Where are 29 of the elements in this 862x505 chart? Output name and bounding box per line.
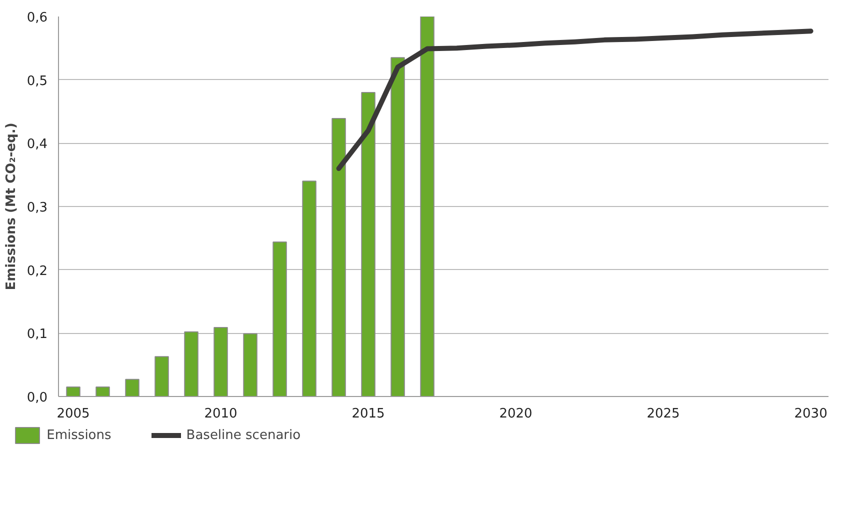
x-tick-label: 2020 <box>499 406 532 422</box>
y-tick-label: 0,1 <box>26 327 48 342</box>
legend-label: Emissions <box>46 428 112 442</box>
bar <box>390 57 405 396</box>
y-axis-title: Emissions (Mt CO₂-eq.) <box>4 122 19 290</box>
legend-label: Baseline scenario <box>186 428 301 442</box>
bar <box>96 386 110 396</box>
y-tick-label: 0,3 <box>26 200 48 216</box>
y-tick-label: 0,6 <box>26 10 48 26</box>
bar <box>302 180 316 396</box>
bar <box>184 331 198 396</box>
bar <box>66 386 80 396</box>
y-tick-label: 0,0 <box>26 390 48 406</box>
bar <box>125 378 140 396</box>
bar <box>243 333 258 396</box>
bar <box>272 241 287 396</box>
x-tick-label: 2025 <box>646 406 680 422</box>
bar <box>361 92 376 396</box>
y-tick-label: 0,2 <box>26 264 48 279</box>
y-tick-label: 0,4 <box>26 137 48 152</box>
x-tick-label: 2030 <box>794 406 828 422</box>
bar <box>154 356 169 396</box>
x-tick-label: 2015 <box>352 406 385 422</box>
x-tick-label: 2010 <box>204 406 238 422</box>
bar <box>332 118 346 396</box>
y-tick-label: 0,5 <box>26 74 48 89</box>
bar <box>214 326 228 396</box>
bar <box>420 16 434 396</box>
x-tick-label: 2005 <box>56 406 90 422</box>
